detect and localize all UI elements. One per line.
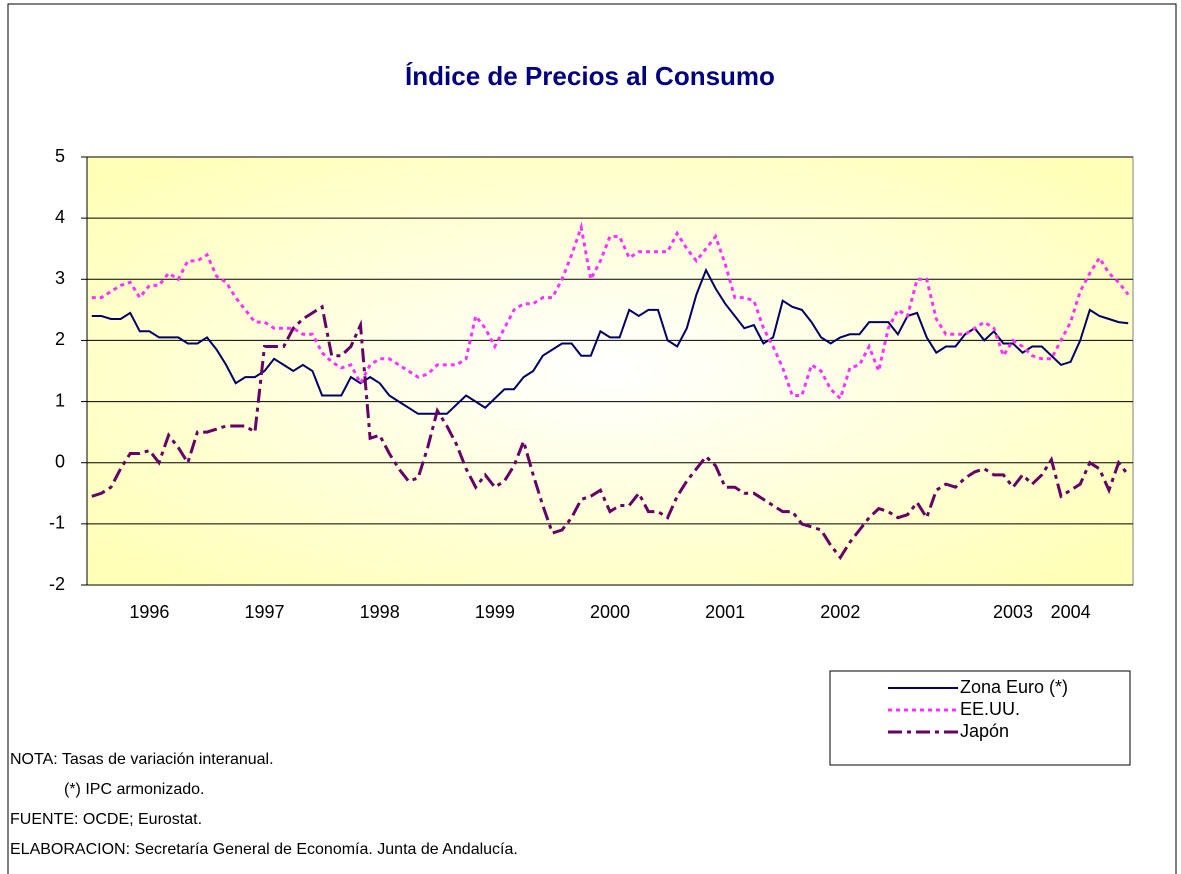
y-tick-label: 1 — [55, 390, 65, 410]
frame — [7, 3, 1177, 874]
x-tick-label: 1997 — [245, 602, 285, 622]
plot-area — [86, 156, 1134, 586]
note: FUENTE: OCDE; Eurostat. — [10, 811, 202, 828]
y-tick-label: 3 — [55, 268, 65, 288]
x-tick-label: 2000 — [590, 602, 630, 622]
x-tick-label: 1998 — [360, 602, 400, 622]
series-line — [91, 267, 1129, 415]
y-tick-label: 5 — [55, 146, 65, 166]
legend-label: Zona Euro (*) — [960, 677, 1068, 697]
x-tick-label: 2003 — [993, 602, 1033, 622]
y-tick-label: 0 — [55, 451, 65, 471]
y-tick-label: 4 — [55, 207, 65, 227]
note: (*) IPC armonizado. — [64, 781, 205, 798]
chart-title: Índice de Precios al Consumo — [405, 61, 775, 91]
x-tick-label: 2002 — [820, 602, 860, 622]
x-tick-label: 2004 — [1051, 602, 1091, 622]
y-tick-label: 2 — [55, 329, 65, 349]
y-tick-label: -2 — [49, 574, 65, 594]
note: NOTA: Tasas de variación interanual. — [10, 751, 274, 768]
y-tick-label: -1 — [49, 513, 65, 533]
note: ELABORACION: Secretaría General de Econo… — [10, 841, 518, 858]
legend-box — [829, 670, 1131, 766]
x-tick-label: 2001 — [705, 602, 745, 622]
series-line — [91, 304, 1130, 561]
x-tick-label: 1999 — [475, 602, 515, 622]
legend-label: EE.UU. — [960, 699, 1020, 719]
x-tick-label: 1996 — [129, 602, 169, 622]
legend-label: Japón — [960, 721, 1009, 741]
